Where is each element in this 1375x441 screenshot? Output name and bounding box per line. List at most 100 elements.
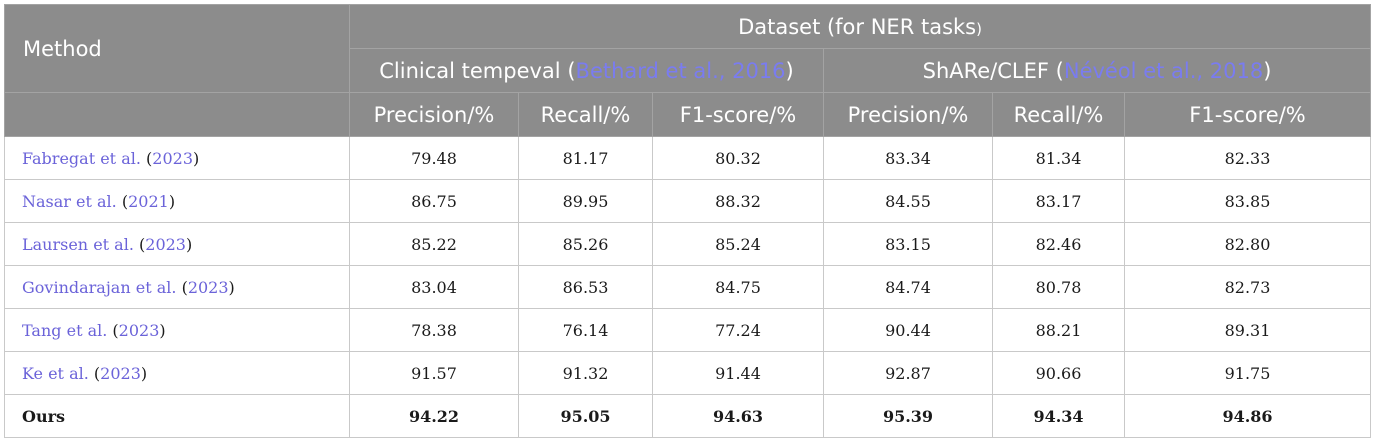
close-paren: )	[168, 191, 176, 211]
table-header: Method Dataset (for NER tasks) Clinical …	[4, 4, 1372, 137]
value-cell: 91.32	[518, 351, 653, 395]
metric-header-recall: Recall/%	[992, 92, 1125, 137]
close-paren: )	[185, 234, 193, 254]
value-cell: 81.34	[992, 136, 1125, 180]
table-row: Ours 94.22 95.05 94.63 95.39 94.34 94.86	[4, 394, 1372, 438]
value-cell: 90.66	[992, 351, 1125, 395]
metric-header-precision: Precision/%	[823, 92, 993, 137]
value-cell: 84.55	[823, 179, 993, 223]
method-subheader	[4, 92, 350, 137]
value-cell: 82.33	[1123, 136, 1372, 180]
value-cell: 82.80	[1123, 222, 1372, 266]
method-cell: Govindarajan et al. (2023)	[4, 265, 350, 309]
citation-year-link[interactable]: 2021	[128, 191, 169, 211]
dataset-name: Clinical tempeval	[379, 58, 561, 83]
dataset-group-header: Dataset (for NER tasks)	[348, 4, 1372, 49]
table-row: Nasar et al. (2021) 86.75 89.95 88.32 84.55 8…	[4, 179, 1372, 223]
value-cell: 90.44	[823, 308, 993, 352]
method-cell: Tang et al. (2023)	[4, 308, 350, 352]
value-cell: 94.22	[349, 394, 519, 438]
value-cell: 84.74	[823, 265, 993, 309]
value-cell: 81.17	[518, 136, 653, 180]
value-cell: 85.26	[518, 222, 653, 266]
method-name[interactable]: Tang et al.	[22, 320, 108, 340]
value-cell: 89.31	[1123, 308, 1372, 352]
value-cell: 77.24	[652, 308, 824, 352]
table-row: Govindarajan et al. (2023) 83.04 86.53 84.7…	[4, 265, 1372, 309]
metric-header-recall: Recall/%	[518, 92, 653, 137]
value-cell: 88.32	[652, 179, 824, 223]
citation-year-link[interactable]: 2023	[145, 234, 186, 254]
open-paren: (	[121, 191, 129, 211]
method-cell: Ours	[4, 394, 350, 438]
close-paren: )	[785, 58, 794, 83]
close-paren: )	[193, 148, 200, 168]
dataset-paren: )	[976, 19, 982, 38]
open-paren: (	[567, 58, 576, 83]
value-cell: 88.21	[992, 308, 1125, 352]
close-paren: )	[140, 363, 148, 383]
metric-header-precision: Precision/%	[349, 92, 519, 137]
value-cell: 78.38	[349, 308, 519, 352]
value-cell: 83.17	[992, 179, 1125, 223]
method-name[interactable]: Nasar et al.	[22, 191, 117, 211]
method-cell: Fabregat et al. (2023)	[4, 136, 350, 180]
method-name[interactable]: Laursen et al.	[22, 234, 134, 254]
value-cell: 84.75	[652, 265, 824, 309]
value-cell: 83.04	[349, 265, 519, 309]
table-row: Ke et al. (2023) 91.57 91.32 91.44 92.87 90.6…	[4, 351, 1372, 395]
citation-year-link[interactable]: 2023	[100, 363, 141, 383]
method-column-header: Method	[4, 4, 350, 93]
method-cell: Laursen et al. (2023)	[4, 222, 350, 266]
open-paren: (	[93, 363, 101, 383]
close-paren: )	[159, 320, 166, 340]
value-cell: 80.78	[992, 265, 1125, 309]
method-name[interactable]: Govindarajan et al.	[22, 277, 177, 297]
close-paren: )	[228, 277, 235, 297]
clinical-tempeval-header: Clinical tempeval (Bethard et al., 2016)	[349, 48, 824, 93]
results-table: Method Dataset (for NER tasks) Clinical …	[4, 4, 1372, 438]
value-cell: 80.32	[652, 136, 824, 180]
metric-header-f1: F1-score/%	[1123, 92, 1372, 137]
citation-year-link[interactable]: 2023	[152, 148, 193, 168]
value-cell: 92.87	[823, 351, 993, 395]
dataset-name: ShARe/CLEF	[922, 58, 1049, 83]
metric-header-f1: F1-score/%	[652, 92, 824, 137]
value-cell: 85.24	[652, 222, 824, 266]
citation-link[interactable]: Bethard et al., 2016	[575, 58, 786, 83]
open-paren: (	[1055, 58, 1064, 83]
open-paren: (	[181, 277, 188, 297]
value-cell: 82.46	[992, 222, 1125, 266]
value-cell: 83.85	[1123, 179, 1372, 223]
value-cell: 83.15	[823, 222, 993, 266]
value-cell: 82.73	[1123, 265, 1372, 309]
value-cell: 94.63	[652, 394, 824, 438]
value-cell: 94.34	[992, 394, 1125, 438]
open-paren: (	[139, 234, 146, 254]
value-cell: 85.22	[349, 222, 519, 266]
citation-year-link[interactable]: 2023	[118, 320, 160, 340]
value-cell: 94.86	[1123, 394, 1372, 438]
method-name[interactable]: Fabregat et al.	[22, 148, 141, 168]
method-name[interactable]: Ke et al.	[22, 363, 89, 383]
value-cell: 95.05	[518, 394, 653, 438]
value-cell: 95.39	[823, 394, 993, 438]
value-cell: 91.75	[1123, 351, 1372, 395]
citation-year-link[interactable]: 2023	[187, 277, 229, 297]
table-body: Fabregat et al. (2023) 79.48 81.17 80.32 83.…	[4, 136, 1372, 438]
open-paren: (	[146, 148, 153, 168]
method-name: Ours	[22, 406, 66, 426]
table-row: Laursen et al. (2023) 85.22 85.26 85.24 83.1…	[4, 222, 1372, 266]
value-cell: 89.95	[518, 179, 653, 223]
method-cell: Ke et al. (2023)	[4, 351, 350, 395]
close-paren: )	[1263, 58, 1272, 83]
dataset-label: Dataset (for NER tasks	[738, 14, 977, 39]
table-row: Tang et al. (2023) 78.38 76.14 77.24 90.44 88…	[4, 308, 1372, 352]
value-cell: 91.44	[652, 351, 824, 395]
open-paren: (	[112, 320, 119, 340]
value-cell: 91.57	[349, 351, 519, 395]
value-cell: 76.14	[518, 308, 653, 352]
method-cell: Nasar et al. (2021)	[4, 179, 350, 223]
value-cell: 83.34	[823, 136, 993, 180]
citation-link[interactable]: Névéol et al., 2018	[1063, 58, 1264, 83]
